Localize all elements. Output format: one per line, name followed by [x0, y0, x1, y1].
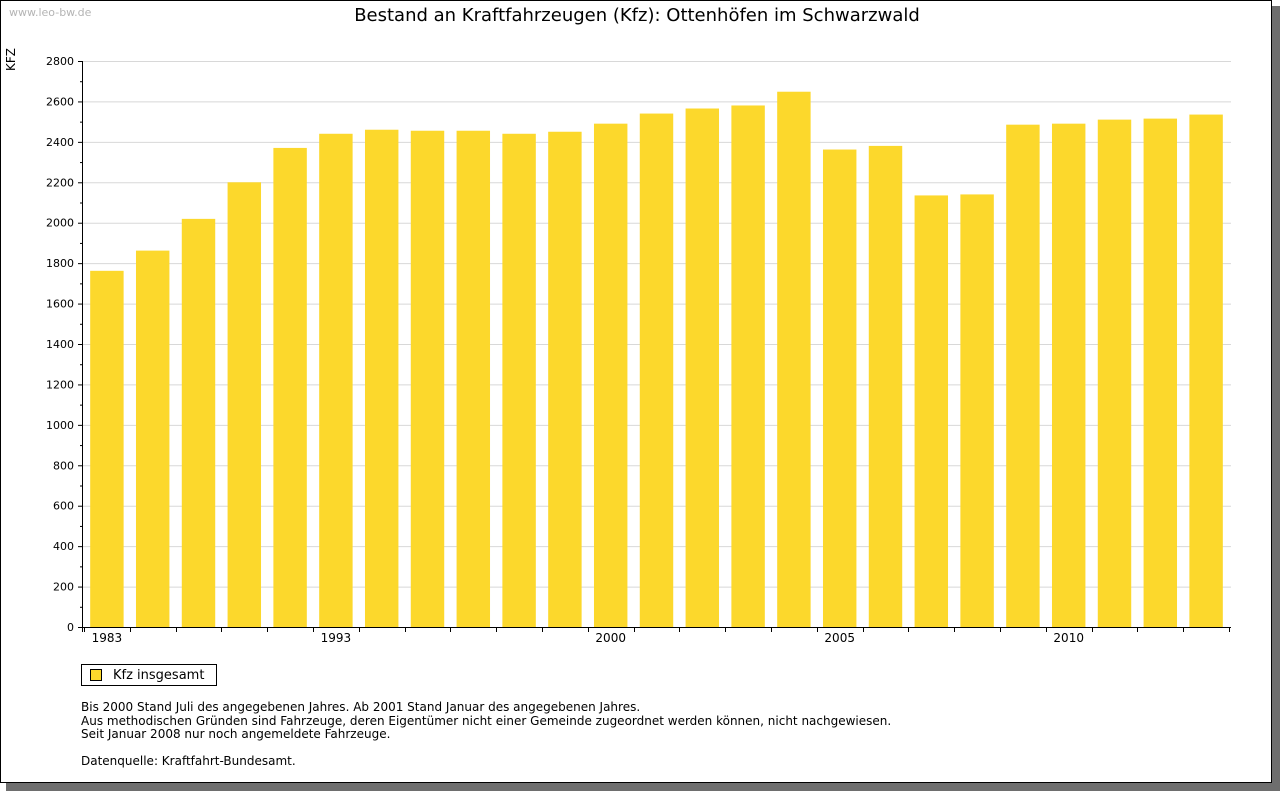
watermark: www.leo-bw.de: [9, 6, 92, 19]
bar: [822, 149, 857, 627]
y-tick-label: 0: [67, 621, 74, 634]
y-tick-label: 2400: [46, 136, 74, 149]
bar: [1097, 119, 1132, 627]
bar: [1189, 114, 1223, 627]
x-tick-label: 1983: [92, 631, 123, 645]
y-tick-label: 1800: [46, 257, 74, 270]
legend: Kfz insgesamt: [81, 664, 218, 686]
bar: [731, 105, 765, 627]
y-tick-label: 800: [53, 459, 74, 472]
bar: [914, 195, 949, 628]
bar: [685, 108, 720, 628]
frame-shadow-bottom: [6, 783, 1280, 791]
bar: [410, 130, 445, 627]
x-tick-label: 1993: [321, 631, 352, 645]
y-tick-label: 1200: [46, 378, 74, 391]
bar: [593, 123, 628, 628]
x-tick-label: 2005: [824, 631, 855, 645]
footnote-line: Aus methodischen Gründen sind Fahrzeuge,…: [81, 713, 892, 728]
y-tick-label: 1000: [46, 419, 74, 432]
bar: [1143, 118, 1178, 627]
y-tick-label: 2600: [46, 95, 74, 108]
bar: [135, 250, 170, 628]
bar-chart: 0 200 400 600 800 1000 1200 1400 1600 1800 2000 220…: [46, 55, 1231, 645]
y-tick-label: 600: [53, 500, 74, 513]
y-tick-label: 1400: [46, 338, 74, 351]
bar: [502, 133, 536, 627]
bar: [639, 113, 674, 628]
y-tick-label: 2200: [46, 176, 74, 189]
footnotes: Bis 2000 Stand Juli des angegebenen Jahr…: [81, 700, 892, 742]
y-tick-label: 1600: [46, 298, 74, 311]
bar: [90, 270, 124, 627]
bar: [456, 130, 491, 627]
legend-swatch: [90, 669, 102, 681]
bar: [273, 147, 307, 627]
legend-label: Kfz insgesamt: [113, 667, 205, 683]
bar: [1051, 123, 1086, 628]
bar: [960, 194, 994, 627]
y-tick-label: 2000: [46, 217, 74, 230]
y-tick-label: 2800: [46, 55, 74, 68]
bar: [548, 131, 582, 627]
bar: [181, 218, 216, 627]
chart-title: Bestand an Kraftfahrzeugen (Kfz): Ottenh…: [354, 5, 920, 26]
y-tick-label: 200: [53, 581, 74, 594]
bar: [777, 91, 811, 628]
footnote-line: Bis 2000 Stand Juli des angegebenen Jahr…: [81, 700, 641, 714]
y-tick-label: 400: [53, 540, 74, 553]
x-tick-label: 2010: [1053, 631, 1084, 645]
bar: [364, 129, 399, 627]
frame-shadow-right: [1272, 6, 1280, 791]
bar: [319, 133, 353, 627]
data-source: Datenquelle: Kraftfahrt-Bundesamt.: [81, 754, 296, 768]
footnote-line: Seit Januar 2008 nur noch angemeldete Fa…: [81, 727, 391, 741]
bar: [1006, 124, 1040, 628]
bar: [868, 145, 903, 627]
bar: [227, 182, 262, 628]
x-tick-label: 2000: [595, 631, 626, 645]
